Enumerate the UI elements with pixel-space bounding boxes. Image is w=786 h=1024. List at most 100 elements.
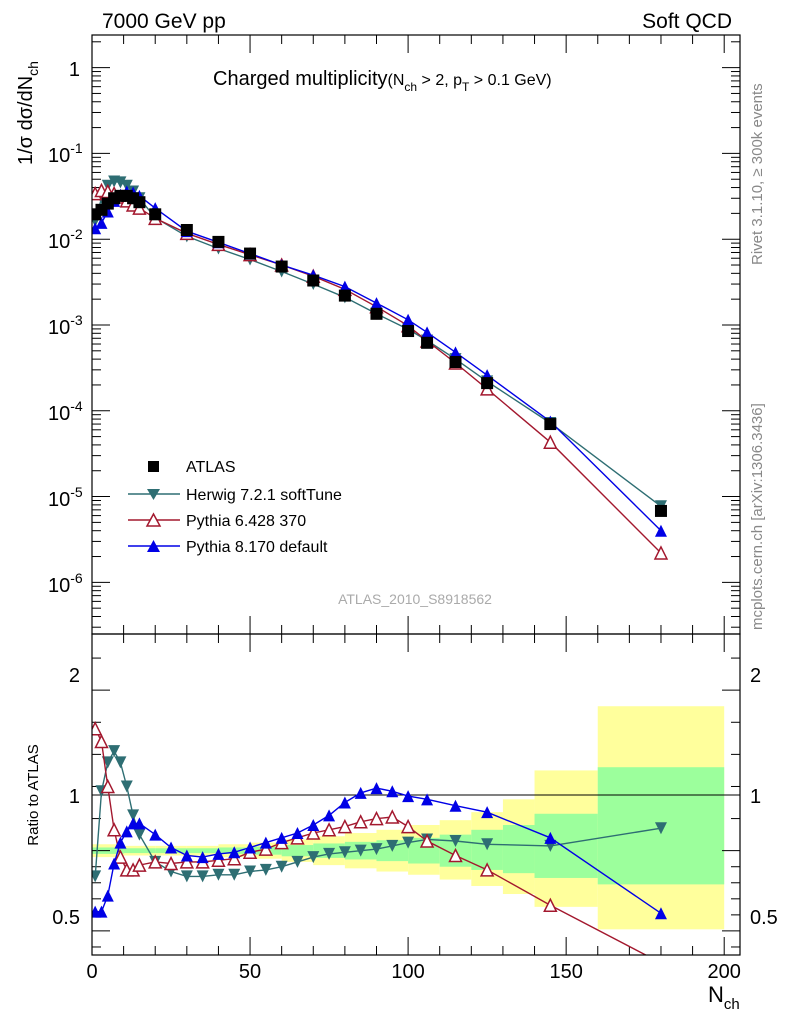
ratio-point-herwig-7-2-1-softtune [386,839,399,852]
point-atlas [481,377,494,390]
ratio-point-pythia-8-170-default [228,846,241,859]
ratio-xtick-label: 150 [549,961,582,983]
legend-label-herwig: Herwig 7.2.1 softTune [186,487,342,504]
ratio-point-herwig-7-2-1-softtune [180,870,193,883]
point-pythia-8-170-default [449,346,462,359]
point-pythia-8-170-default [421,326,434,339]
ratio-point-pythia-8-170-default [133,817,146,830]
main-ylabel: 1/σ dσ/dNch [15,61,41,165]
ratio-point-pythia-8-170-default [421,793,434,806]
ratio-series-pythia-6-428-370 [92,721,648,955]
ratio-point-herwig-7-2-1-softtune [212,868,225,881]
point-atlas [402,325,415,338]
ratio-point-pythia-6-428-370 [543,897,558,912]
series-herwig-7-2-1-softtune [92,175,667,513]
ratio-point-herwig-7-2-1-softtune [338,846,351,859]
main-ytick-label-1: 1 [69,59,80,81]
legend: ATLAS Herwig 7.2.1 softTune Pythia 6.428… [128,459,342,556]
main-ytick-1e-6-base: 10 [48,575,70,597]
ratio-point-pythia-6-428-370 [92,721,103,736]
ratio-point-herwig-7-2-1-softtune [449,835,462,848]
title-sub-ch: ch [404,80,417,94]
ratio-point-pythia-8-170-default [212,847,225,860]
ratio-point-herwig-7-2-1-softtune [354,844,367,857]
ratio-point-pythia-8-170-default [95,905,108,918]
ratio-point-herwig-7-2-1-softtune [275,860,288,873]
ratio-point-herwig-7-2-1-softtune [481,838,494,851]
ratio-ytick-right-label-0.5: 0.5 [750,907,778,929]
main-ytick-1e-4-base: 10 [48,403,70,425]
ratio-xlabel-sub: ch [724,996,740,1013]
ratio-point-pythia-8-170-default [196,851,209,864]
main-ytick-1e-4-exp: -4 [70,398,83,414]
point-atlas [449,356,462,369]
ratio-xtick-label: 0 [86,961,97,983]
ratio-point-herwig-7-2-1-softtune [92,870,102,883]
legend-marker-pythia8 [147,540,160,552]
point-herwig-7-2-1-softtune [114,176,127,189]
ratio-point-herwig-7-2-1-softtune [244,865,257,878]
ratio-point-pythia-6-428-370 [227,851,242,866]
ratio-ytick-right-label-1: 1 [750,786,761,808]
ratio-point-pythia-8-170-default [114,836,127,849]
ratio-point-herwig-7-2-1-softtune [101,756,114,769]
ratio-point-herwig-7-2-1-softtune [196,870,209,883]
legend-marker-atlas [148,461,159,472]
legend-entry-herwig: Herwig 7.2.1 softTune [128,487,342,504]
main-ytick-1e-3-base: 10 [48,317,70,339]
ratio-point-pythia-8-170-default [259,836,272,849]
point-atlas [307,274,320,287]
ratio-point-pythia-6-428-370 [448,847,463,863]
ratio-xlabel-text: N [708,982,724,1007]
point-atlas [654,504,667,517]
ratio-point-pythia-8-170-default [101,889,114,902]
legend-entry-pythia6: Pythia 6.428 370 [128,512,306,530]
ratio-point-pythia-6-428-370 [258,841,274,856]
uncertainty-band-inner [186,848,219,854]
ratio-point-herwig-7-2-1-softtune [307,851,320,864]
ratio-point-pythia-6-428-370 [369,810,384,826]
ratio-point-pythia-8-170-default [149,828,162,841]
ratio-point-herwig-7-2-1-softtune [133,828,146,841]
header-right-label: Soft QCD [642,10,732,33]
ratio-point-pythia-6-428-370 [148,854,163,869]
series-atlas [92,189,667,517]
main-chart-title: Charged multiplicity(Nch > 2, pT > 0.1 G… [213,68,552,94]
uncertainty-band-inner [502,824,535,874]
main-ytick-1e-2-base: 10 [48,231,70,253]
point-pythia-8-170-default [95,216,108,229]
ratio-point-pythia-8-170-default [370,782,383,795]
series-pythia-8-170-default [92,185,667,537]
ratio-ytick-label-2: 2 [69,665,80,687]
point-pythia-8-170-default [654,524,667,537]
point-pythia-8-170-default [402,313,415,326]
main-ytick-1e-1-base: 10 [48,145,70,167]
legend-marker-pythia6 [145,512,162,527]
title-mid: > 2, p [417,72,462,89]
ratio-point-pythia-8-170-default [108,857,121,870]
ratio-point-pythia-8-170-default [120,825,133,838]
main-ytick-label-1e-2: 10-2 [48,226,83,253]
ratio-point-pythia-8-170-default [544,831,557,844]
ratio-point-pythia-6-428-370 [385,809,400,824]
ratio-xtick-label: 50 [239,961,261,983]
ratio-point-herwig-7-2-1-softtune [402,836,415,849]
ratio-point-pythia-8-170-default [165,841,178,854]
ratio-point-pythia-6-428-370 [163,855,179,871]
ratio-point-pythia-6-428-370 [211,852,226,868]
legend-marker-herwig [147,489,160,500]
ratio-point-pythia-6-428-370 [419,833,435,848]
mcplots-label: mcplots.cern.ch [arXiv:1306.3436] [749,403,766,630]
legend-entry-atlas: ATLAS [148,459,236,476]
ratio-point-pythia-8-170-default [323,809,336,822]
point-atlas [180,223,193,236]
main-ytick-1e-5-base: 10 [48,489,70,511]
ratio-point-herwig-7-2-1-softtune [291,855,304,868]
series-line-pythia-8-170-default [94,190,662,532]
legend-label-pythia8: Pythia 8.170 default [186,539,328,556]
main-ytick-1e-2-exp: -2 [70,226,83,242]
ratio-point-pythia-8-170-default [291,827,304,840]
main-ytick-1-base: 1 [69,59,80,81]
ratio-point-herwig-7-2-1-softtune [228,868,241,881]
header-left-label: 7000 GeV pp [102,10,226,33]
